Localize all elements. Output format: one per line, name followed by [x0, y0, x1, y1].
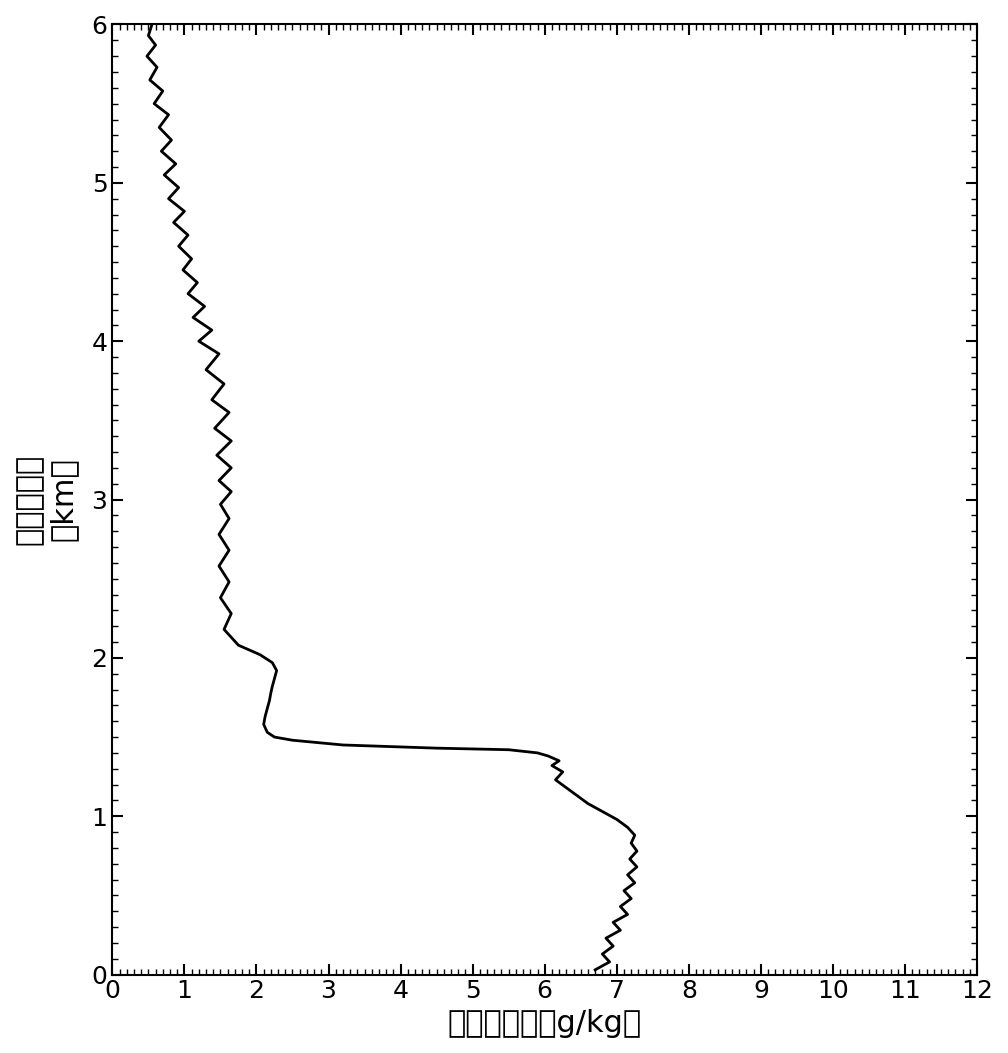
Y-axis label: 水汽混合比
（km）: 水汽混合比 （km）: [15, 454, 78, 545]
X-axis label: 水汽混合比（g/kg）: 水汽混合比（g/kg）: [448, 1009, 642, 1038]
